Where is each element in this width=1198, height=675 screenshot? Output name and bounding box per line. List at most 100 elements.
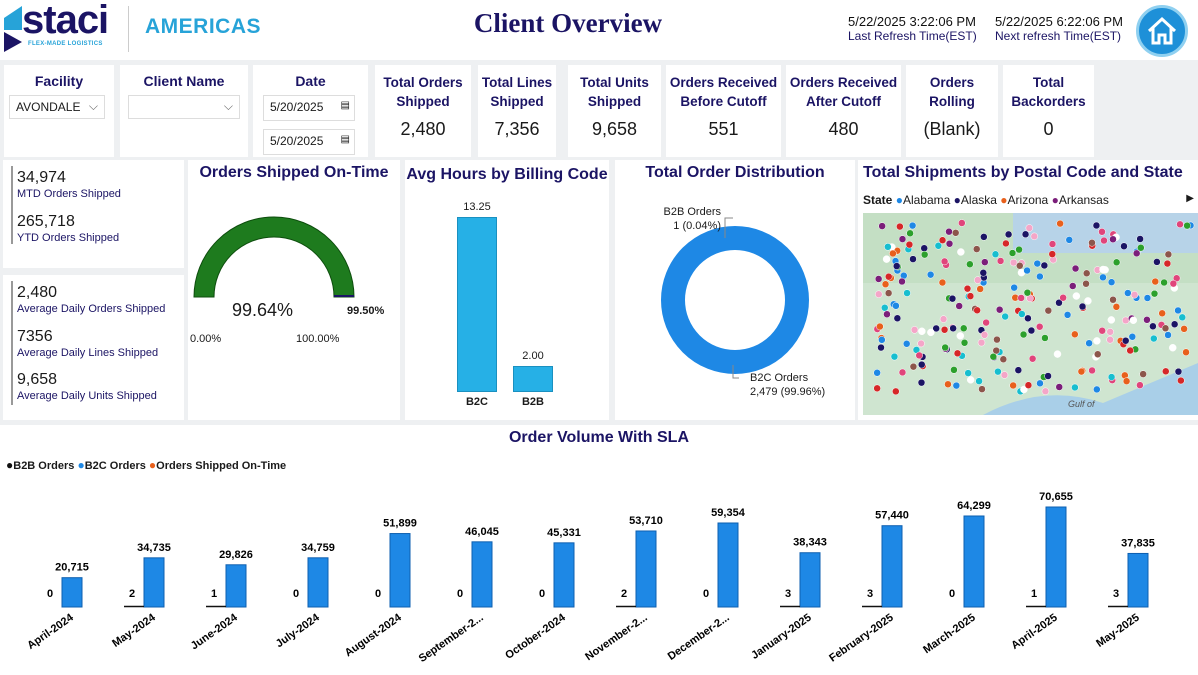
- map-point[interactable]: [940, 257, 949, 266]
- map-point[interactable]: [1017, 294, 1025, 302]
- billing-bar[interactable]: [513, 365, 553, 392]
- map-point[interactable]: [1182, 348, 1190, 357]
- map-point[interactable]: [898, 277, 906, 286]
- map-point[interactable]: [1109, 235, 1117, 244]
- map-point[interactable]: [944, 380, 952, 389]
- b2c-bar[interactable]: [635, 530, 657, 608]
- map-point[interactable]: [1169, 279, 1178, 288]
- map-point[interactable]: [1180, 325, 1188, 333]
- b2c-bar[interactable]: [881, 525, 903, 608]
- map-point[interactable]: [1021, 230, 1030, 239]
- start-date-input[interactable]: 5/20/2025 ▤: [263, 95, 355, 121]
- map-point[interactable]: [878, 222, 886, 230]
- map-point[interactable]: [964, 369, 972, 377]
- map-point[interactable]: [1143, 294, 1152, 302]
- b2c-bar[interactable]: [225, 564, 247, 608]
- b2c-bar[interactable]: [389, 533, 411, 608]
- map-point[interactable]: [1168, 343, 1177, 352]
- map-point[interactable]: [963, 284, 972, 293]
- map-point[interactable]: [910, 326, 919, 334]
- map-point[interactable]: [1143, 316, 1151, 324]
- map-point[interactable]: [1044, 306, 1053, 315]
- map-point[interactable]: [1025, 224, 1034, 232]
- map-point[interactable]: [1128, 333, 1137, 341]
- map-point[interactable]: [941, 343, 949, 352]
- map-point[interactable]: [1024, 314, 1032, 323]
- map-point[interactable]: [1132, 249, 1141, 258]
- map-point[interactable]: [1088, 239, 1096, 247]
- legend-next-arrow-icon[interactable]: ▶: [1186, 193, 1194, 204]
- legend-item[interactable]: ●Alaska: [954, 193, 1001, 207]
- map-point[interactable]: [1178, 313, 1187, 322]
- map-point[interactable]: [881, 304, 889, 312]
- map-point[interactable]: [1107, 278, 1116, 286]
- map-point[interactable]: [878, 336, 886, 344]
- map-point[interactable]: [945, 227, 953, 236]
- map-point[interactable]: [999, 355, 1008, 364]
- map-point[interactable]: [1093, 350, 1102, 358]
- map-point[interactable]: [920, 244, 928, 252]
- map-point[interactable]: [976, 285, 984, 293]
- map-point[interactable]: [1120, 242, 1128, 250]
- map-point[interactable]: [1055, 383, 1064, 391]
- map-point[interactable]: [1024, 381, 1033, 389]
- map-point[interactable]: [1072, 292, 1081, 300]
- map-point[interactable]: [1008, 249, 1017, 257]
- map-point[interactable]: [1016, 261, 1024, 270]
- map-point[interactable]: [1084, 297, 1092, 305]
- map-point[interactable]: [992, 346, 1001, 355]
- map-point[interactable]: [1170, 320, 1179, 329]
- map-point[interactable]: [1093, 337, 1101, 345]
- map-point[interactable]: [1071, 383, 1079, 392]
- map-point[interactable]: [884, 289, 893, 297]
- map-point[interactable]: [1136, 235, 1144, 243]
- map-point[interactable]: [1041, 334, 1049, 342]
- map-point[interactable]: [1009, 258, 1018, 267]
- map-point[interactable]: [1065, 236, 1074, 244]
- map-point[interactable]: [1137, 244, 1145, 252]
- map-point[interactable]: [991, 250, 1000, 259]
- map-point[interactable]: [1177, 376, 1185, 385]
- calendar-icon[interactable]: ▤: [340, 134, 350, 145]
- map-point[interactable]: [1122, 377, 1131, 385]
- legend-item[interactable]: ●Alabama: [896, 193, 954, 207]
- map-point[interactable]: [1174, 306, 1182, 315]
- map-point[interactable]: [952, 381, 961, 390]
- map-point[interactable]: [874, 275, 883, 283]
- map-point[interactable]: [938, 236, 947, 244]
- map-point[interactable]: [956, 332, 965, 340]
- map-point[interactable]: [1164, 331, 1172, 339]
- map-point[interactable]: [909, 362, 918, 371]
- map-point[interactable]: [902, 340, 911, 348]
- map-point[interactable]: [1098, 326, 1106, 335]
- map-point[interactable]: [1176, 220, 1184, 229]
- map-point[interactable]: [1150, 334, 1158, 343]
- map-point[interactable]: [874, 290, 883, 298]
- map-point[interactable]: [966, 376, 975, 384]
- map-point[interactable]: [1056, 219, 1064, 228]
- b2c-bar[interactable]: [963, 515, 985, 608]
- map-point[interactable]: [1030, 232, 1039, 241]
- map-point[interactable]: [1071, 264, 1080, 273]
- map-point[interactable]: [1059, 293, 1067, 302]
- map-point[interactable]: [1150, 289, 1159, 298]
- map-point[interactable]: [1036, 272, 1044, 281]
- map-point[interactable]: [1092, 221, 1101, 230]
- map-point[interactable]: [960, 339, 969, 347]
- map-point[interactable]: [957, 248, 965, 256]
- map[interactable]: Gulf of: [863, 213, 1198, 415]
- map-point[interactable]: [948, 294, 957, 303]
- map-point[interactable]: [1055, 298, 1063, 307]
- map-point[interactable]: [1010, 283, 1018, 292]
- map-point[interactable]: [940, 326, 949, 334]
- map-point[interactable]: [877, 343, 885, 352]
- map-point[interactable]: [906, 229, 914, 238]
- map-point[interactable]: [908, 221, 917, 230]
- legend-item[interactable]: ●B2B Orders: [6, 458, 77, 472]
- map-point[interactable]: [1009, 381, 1017, 390]
- map-point[interactable]: [882, 255, 891, 263]
- map-point[interactable]: [978, 385, 986, 393]
- map-point[interactable]: [981, 258, 989, 266]
- b2c-bar[interactable]: [1045, 506, 1067, 608]
- map-point[interactable]: [996, 257, 1005, 265]
